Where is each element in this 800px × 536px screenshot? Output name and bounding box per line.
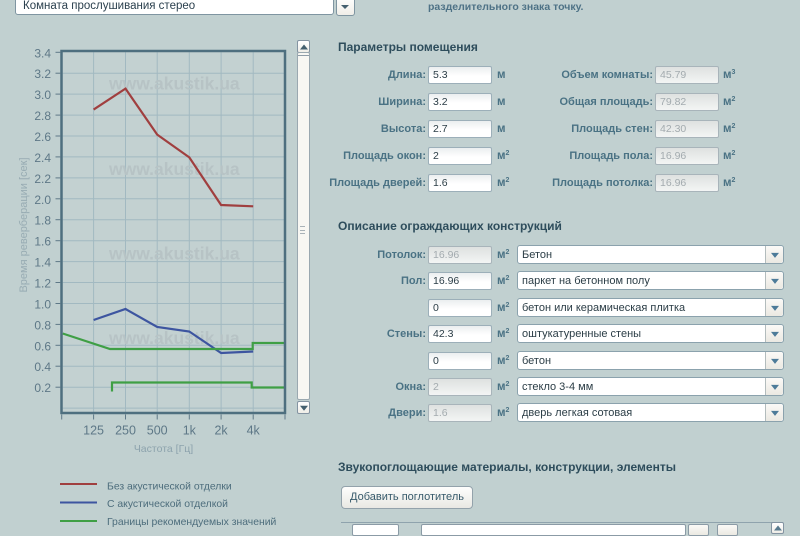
svg-text:500: 500 <box>147 424 168 438</box>
svg-text:2.2: 2.2 <box>34 172 51 186</box>
svg-text:www.akustik.ua: www.akustik.ua <box>108 244 240 264</box>
svg-text:Время реверберации [сек]: Время реверберации [сек] <box>18 157 30 292</box>
svg-text:3.4: 3.4 <box>34 46 51 60</box>
svg-text:1.4: 1.4 <box>34 256 51 270</box>
svg-text:0.4: 0.4 <box>34 360 51 374</box>
svg-text:Частота [Гц]: Частота [Гц] <box>134 443 193 455</box>
svg-text:3.0: 3.0 <box>34 88 51 102</box>
svg-text:4k: 4k <box>247 424 261 438</box>
svg-text:125: 125 <box>83 424 104 438</box>
svg-text:0.6: 0.6 <box>34 339 51 353</box>
svg-text:3.2: 3.2 <box>34 67 51 81</box>
svg-text:2k: 2k <box>214 424 228 438</box>
svg-text:0.2: 0.2 <box>34 381 51 395</box>
svg-text:1k: 1k <box>183 424 197 438</box>
svg-text:Без акустической отделки: Без акустической отделки <box>107 482 232 493</box>
svg-text:250: 250 <box>115 424 136 438</box>
svg-text:2.4: 2.4 <box>34 151 51 165</box>
svg-text:0.8: 0.8 <box>34 318 51 332</box>
svg-text:2.0: 2.0 <box>34 193 51 207</box>
svg-text:1.2: 1.2 <box>34 277 51 291</box>
svg-text:www.akustik.ua: www.akustik.ua <box>108 328 240 348</box>
svg-text:1.0: 1.0 <box>34 298 51 312</box>
svg-text:1.8: 1.8 <box>34 214 51 228</box>
svg-text:С акустической отделкой: С акустической отделкой <box>107 499 228 510</box>
svg-text:1.6: 1.6 <box>34 235 51 249</box>
svg-text:www.akustik.ua: www.akustik.ua <box>108 159 240 179</box>
svg-text:Границы рекомендуемых значений: Границы рекомендуемых значений <box>107 517 277 528</box>
svg-text:www.akustik.ua: www.akustik.ua <box>108 74 240 94</box>
svg-text:2.8: 2.8 <box>34 109 51 123</box>
svg-text:2.6: 2.6 <box>34 130 51 144</box>
